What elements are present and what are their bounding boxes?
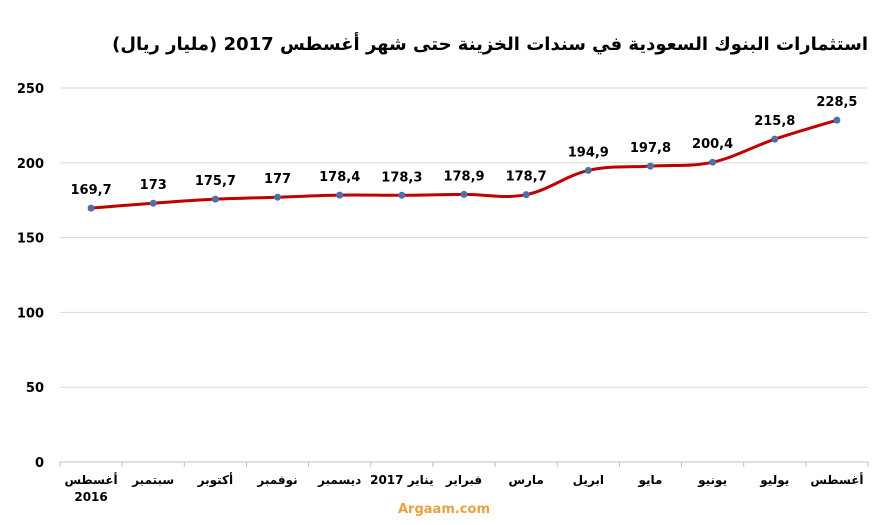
y-tick-label: 100 (17, 306, 44, 321)
data-label: 197,8 (630, 141, 671, 156)
data-label: 175,7 (195, 174, 236, 189)
data-label: 173 (140, 178, 167, 193)
x-tick-label: ديسمبر (317, 473, 361, 487)
y-tick-label: 250 (17, 82, 44, 97)
y-tick-label: 50 (26, 381, 44, 396)
data-point (398, 191, 406, 199)
y-tick-label: 150 (17, 232, 44, 247)
data-labels: 169,7 173 175,7 177 178,4 178,3 178,9 178,7 194,… (71, 95, 858, 198)
data-label: 178,4 (319, 170, 360, 185)
data-label: 178,7 (506, 170, 547, 185)
x-tick-label: يوليو (759, 473, 789, 488)
data-point (87, 204, 95, 212)
data-point (522, 191, 530, 199)
data-point (149, 199, 157, 207)
data-label: 169,7 (71, 183, 112, 198)
x-tick-label: أغسطس 2016 (64, 472, 117, 504)
x-tick-label: مارس (508, 473, 543, 487)
x-tick-label: نوفمبر (256, 473, 297, 488)
x-tick-label: أغسطس (810, 472, 863, 487)
y-tick-label: 0 (35, 456, 44, 471)
data-point (211, 195, 219, 203)
gridlines (60, 87, 868, 388)
x-tick-label: سبتمبر (131, 473, 174, 487)
data-point (336, 191, 344, 199)
data-label: 194,9 (568, 145, 609, 160)
x-tick-label: مايو (637, 473, 662, 488)
x-tick-label: ابريل (573, 473, 604, 487)
watermark-text: Argaam.com (398, 502, 490, 517)
data-label: 228,5 (816, 95, 857, 110)
chart-title: استثمارات البنوك السعودية في سندات الخزي… (112, 32, 868, 55)
data-point (646, 162, 654, 170)
data-point (584, 166, 592, 174)
data-label: 200,4 (692, 137, 733, 152)
data-label: 178,3 (381, 170, 422, 185)
x-tick-label: أكتوبر (197, 472, 233, 488)
data-point (771, 135, 779, 143)
data-point (833, 116, 841, 124)
data-point (274, 193, 282, 201)
x-axis: أغسطس 2016 سبتمبر أكتوبر نوفمبر ديسمبر يناير 2… (59, 461, 869, 504)
data-label: 178,9 (443, 169, 484, 184)
data-markers (87, 116, 841, 212)
data-point (460, 190, 468, 198)
x-tick-label: يونيو (697, 473, 727, 488)
y-tick-label: 200 (17, 157, 44, 172)
x-tick-label: يناير 2017 (370, 473, 433, 487)
data-label: 215,8 (754, 114, 795, 129)
x-tick-label: فبراير (445, 473, 482, 487)
data-label: 177 (264, 172, 291, 187)
y-axis: 0 50 100 150 200 250 (17, 82, 44, 471)
data-point (709, 158, 717, 166)
